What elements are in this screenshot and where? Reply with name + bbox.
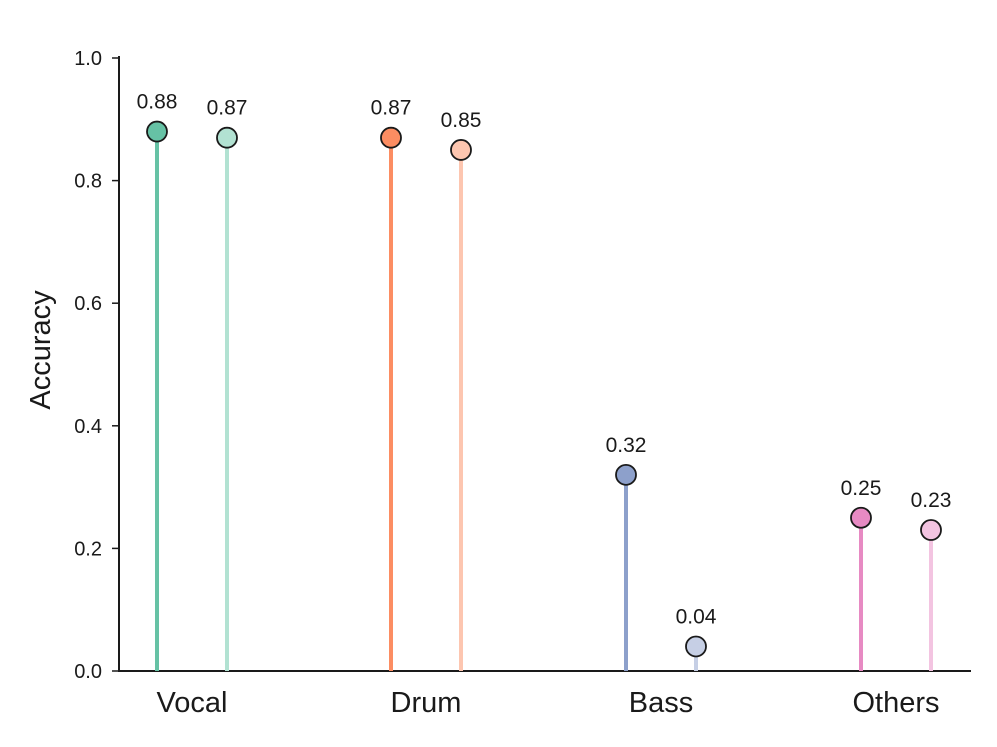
- y-tick-label: 0.0: [74, 661, 102, 683]
- value-label-bass-2: 0.04: [676, 605, 717, 628]
- marker-vocal-2: [216, 126, 238, 149]
- marker-others-2: [920, 519, 942, 541]
- value-label-vocal-1: 0.88: [137, 91, 178, 114]
- y-tick-label: 0.2: [74, 538, 102, 560]
- value-label-bass-1: 0.32: [606, 434, 647, 457]
- axes: [118, 56, 971, 672]
- category-label-others: Others: [852, 687, 939, 719]
- value-labels: 0.88 0.87 0.87 0.85 0.32 0.04 0.25 0.23: [137, 91, 952, 629]
- markers: [146, 120, 942, 658]
- value-label-others-2: 0.23: [911, 489, 952, 512]
- marker-drum-1: [380, 126, 402, 149]
- marker-drum-2: [450, 139, 472, 161]
- value-label-drum-1: 0.87: [371, 97, 412, 120]
- y-tick-label: 0.6: [74, 293, 102, 315]
- marker-others-1: [850, 506, 872, 529]
- category-label-vocal: Vocal: [157, 687, 228, 719]
- value-label-vocal-2: 0.87: [207, 97, 248, 120]
- y-axis-title: Accuracy: [25, 290, 57, 410]
- y-tick-label: 0.8: [74, 171, 102, 193]
- stems: [155, 131, 933, 671]
- value-label-drum-2: 0.85: [441, 109, 482, 132]
- value-label-others-1: 0.25: [841, 477, 882, 500]
- marker-bass-2: [685, 635, 707, 658]
- category-label-drum: Drum: [391, 687, 462, 719]
- category-label-bass: Bass: [629, 687, 693, 719]
- y-tick-label: 1.0: [74, 48, 102, 70]
- category-labels: Vocal Drum Bass Others: [157, 687, 940, 719]
- marker-vocal-1: [146, 120, 168, 143]
- y-tick-labels: 0.0 0.2 0.4 0.6 0.8 1.0: [74, 48, 119, 683]
- y-tick-label: 0.4: [74, 416, 102, 438]
- marker-bass-1: [615, 463, 637, 486]
